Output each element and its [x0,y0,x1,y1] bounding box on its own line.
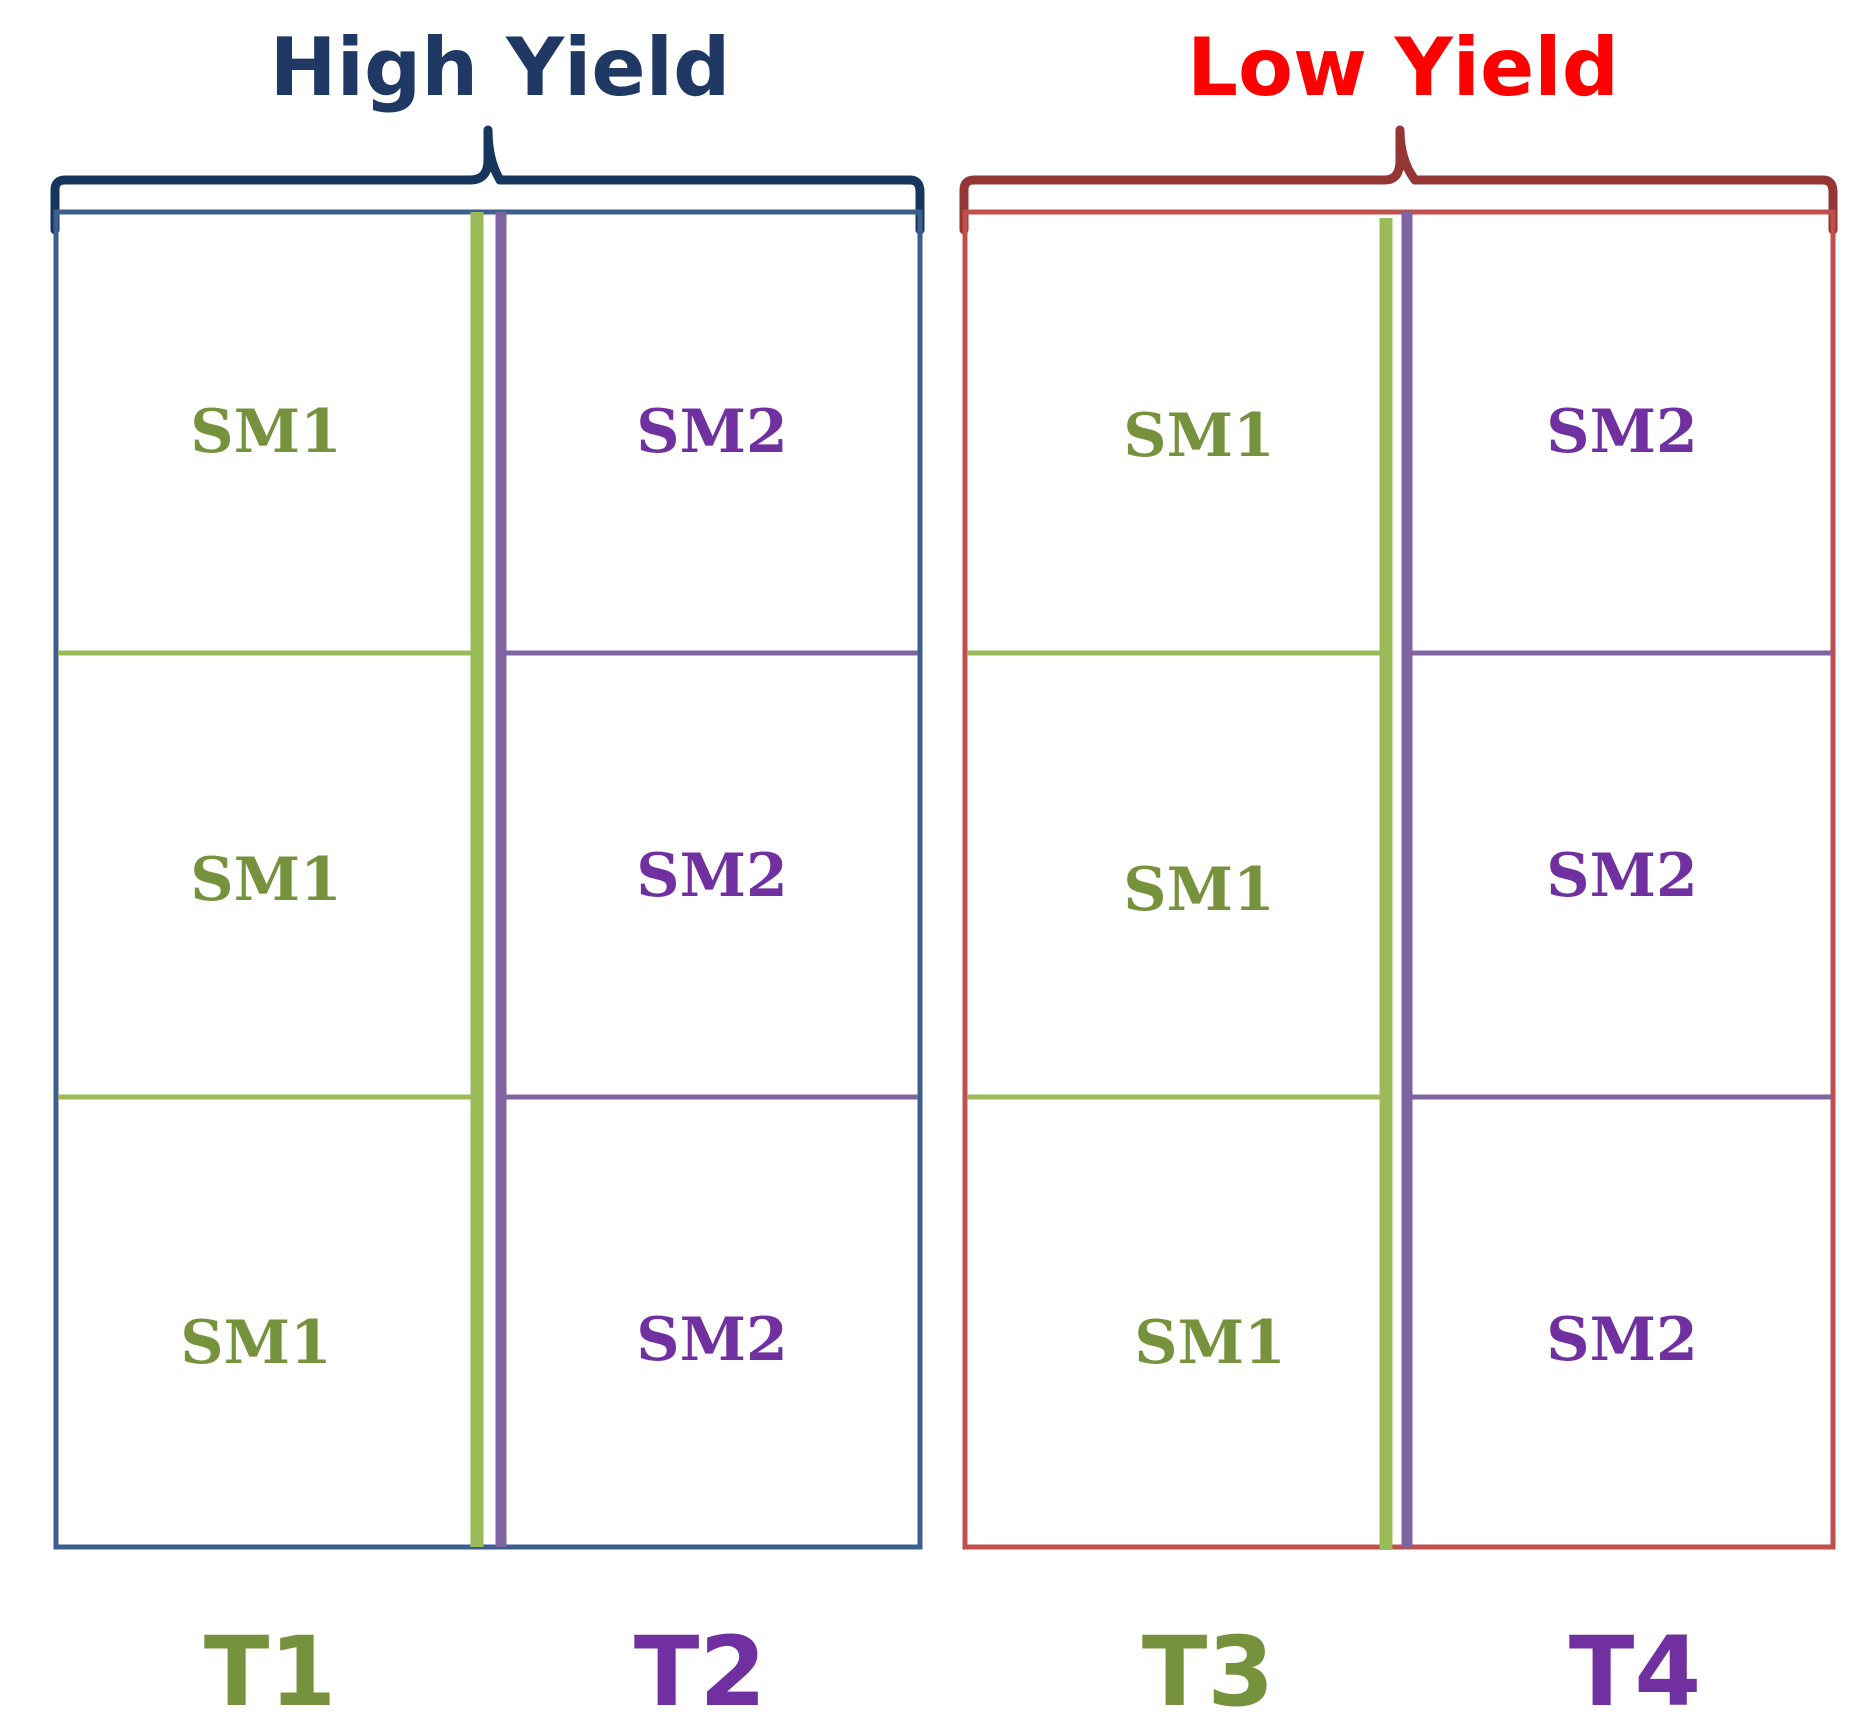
low-yield-group: Low Yield SM1 SM1 SM1 SM2 SM2 SM2 [959,21,1838,1550]
treatment-label-t4: T4 [1569,1616,1701,1728]
t4-cell-1: SM2 [1546,397,1698,467]
t4-cell-3: SM2 [1546,1305,1698,1375]
treatment-label-t3: T3 [1142,1616,1274,1728]
t1-cell-3: SM1 [180,1308,332,1378]
low-yield-brace [959,125,1838,235]
t1-cell-2: SM1 [190,845,342,915]
t3-cell-2: SM1 [1123,855,1275,925]
t3-cell-3: SM1 [1134,1308,1286,1378]
t1-cell-1: SM1 [190,397,342,467]
t3-cell-1: SM1 [1123,401,1275,471]
low-yield-title: Low Yield [1187,21,1619,114]
t2-cell-2: SM2 [636,841,788,911]
low-yield-plot-border [962,209,1836,1550]
t2-cell-1: SM2 [636,397,788,467]
t4-cell-2: SM2 [1546,841,1698,911]
high-yield-group: High Yield SM1 SM1 SM1 SM2 SM2 SM2 [50,21,925,1550]
high-yield-plot-border [53,209,923,1550]
high-yield-title: High Yield [270,21,731,114]
high-yield-brace [50,125,925,235]
t2-cell-3: SM2 [636,1305,788,1375]
treatment-label-t1: T1 [204,1616,336,1728]
treatment-label-t2: T2 [634,1616,766,1728]
